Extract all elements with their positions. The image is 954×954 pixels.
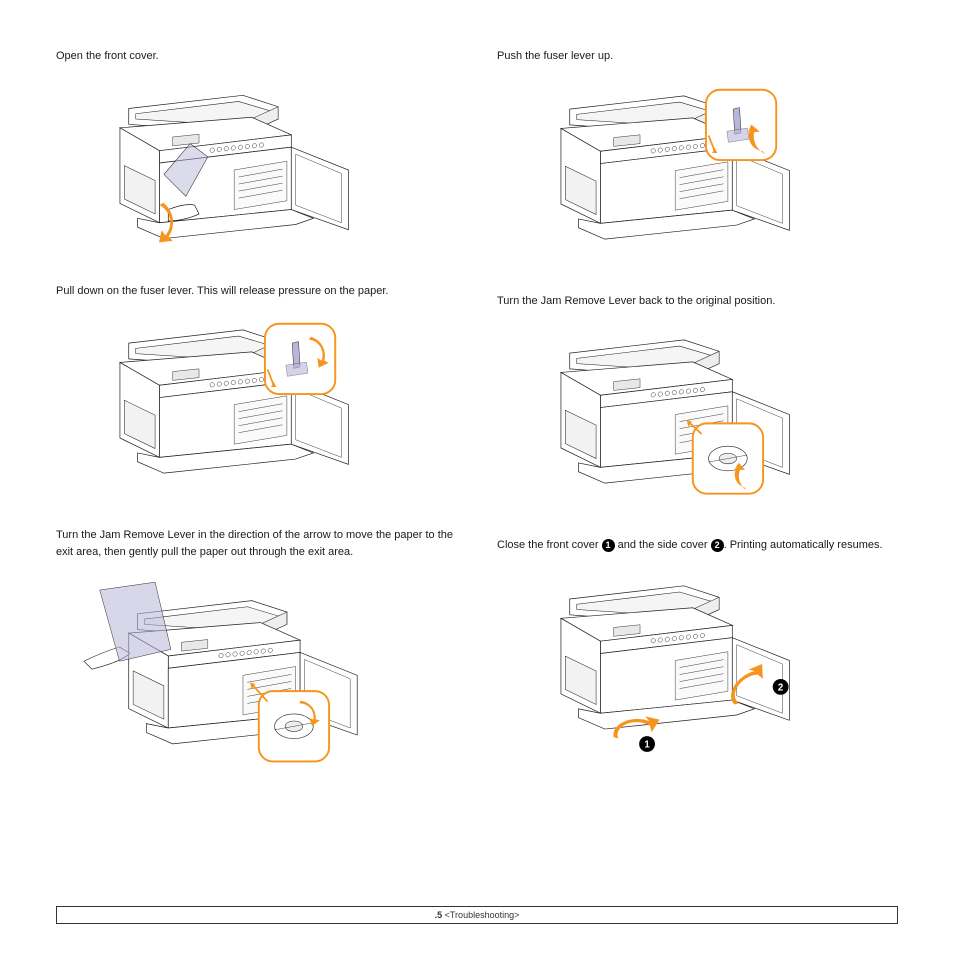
svg-text:1: 1 [644,739,650,750]
step-turn-jam-lever-pull-paper: Turn the Jam Remove Lever in the directi… [56,527,457,785]
step-text: Pull down on the fuser lever. This will … [56,283,457,300]
step-push-fuser-lever-up: Push the fuser lever up. [497,48,898,275]
text-fragment: Close the front cover [497,539,602,551]
text-fragment: and the side cover [615,539,711,551]
illustration: 1 2 [517,564,807,779]
circled-2-icon: 2 [711,539,724,552]
circled-1-icon: 1 [602,539,615,552]
illustration [517,75,807,275]
section-label: <Troubleshooting> [445,910,520,920]
text-fragment: . Printing automatically resumes. [724,539,883,551]
page-footer: .5 <Troubleshooting> [56,906,898,924]
svg-text:2: 2 [778,682,783,693]
step-pull-fuser-lever: Pull down on the fuser lever. This will … [56,283,457,510]
illustration [76,570,366,785]
right-column: Push the fuser lever up. Turn the Jam Re… [497,48,898,803]
step-return-jam-lever: Turn the Jam Remove Lever back to the or… [497,293,898,520]
step-open-front-cover: Open the front cover. [56,48,457,265]
illustration [76,75,366,265]
left-column: Open the front cover. Pull down on the f… [56,48,457,803]
manual-page: Open the front cover. Pull down on the f… [0,0,954,833]
step-close-covers: Close the front cover 1 and the side cov… [497,537,898,779]
page-number: .5 [435,910,443,920]
illustration [76,309,366,509]
step-text: Turn the Jam Remove Lever back to the or… [497,293,898,310]
illustration [517,319,807,519]
step-text: Turn the Jam Remove Lever in the directi… [56,527,457,560]
step-text: Open the front cover. [56,48,457,65]
step-text: Push the fuser lever up. [497,48,898,65]
step-text: Close the front cover 1 and the side cov… [497,537,898,554]
